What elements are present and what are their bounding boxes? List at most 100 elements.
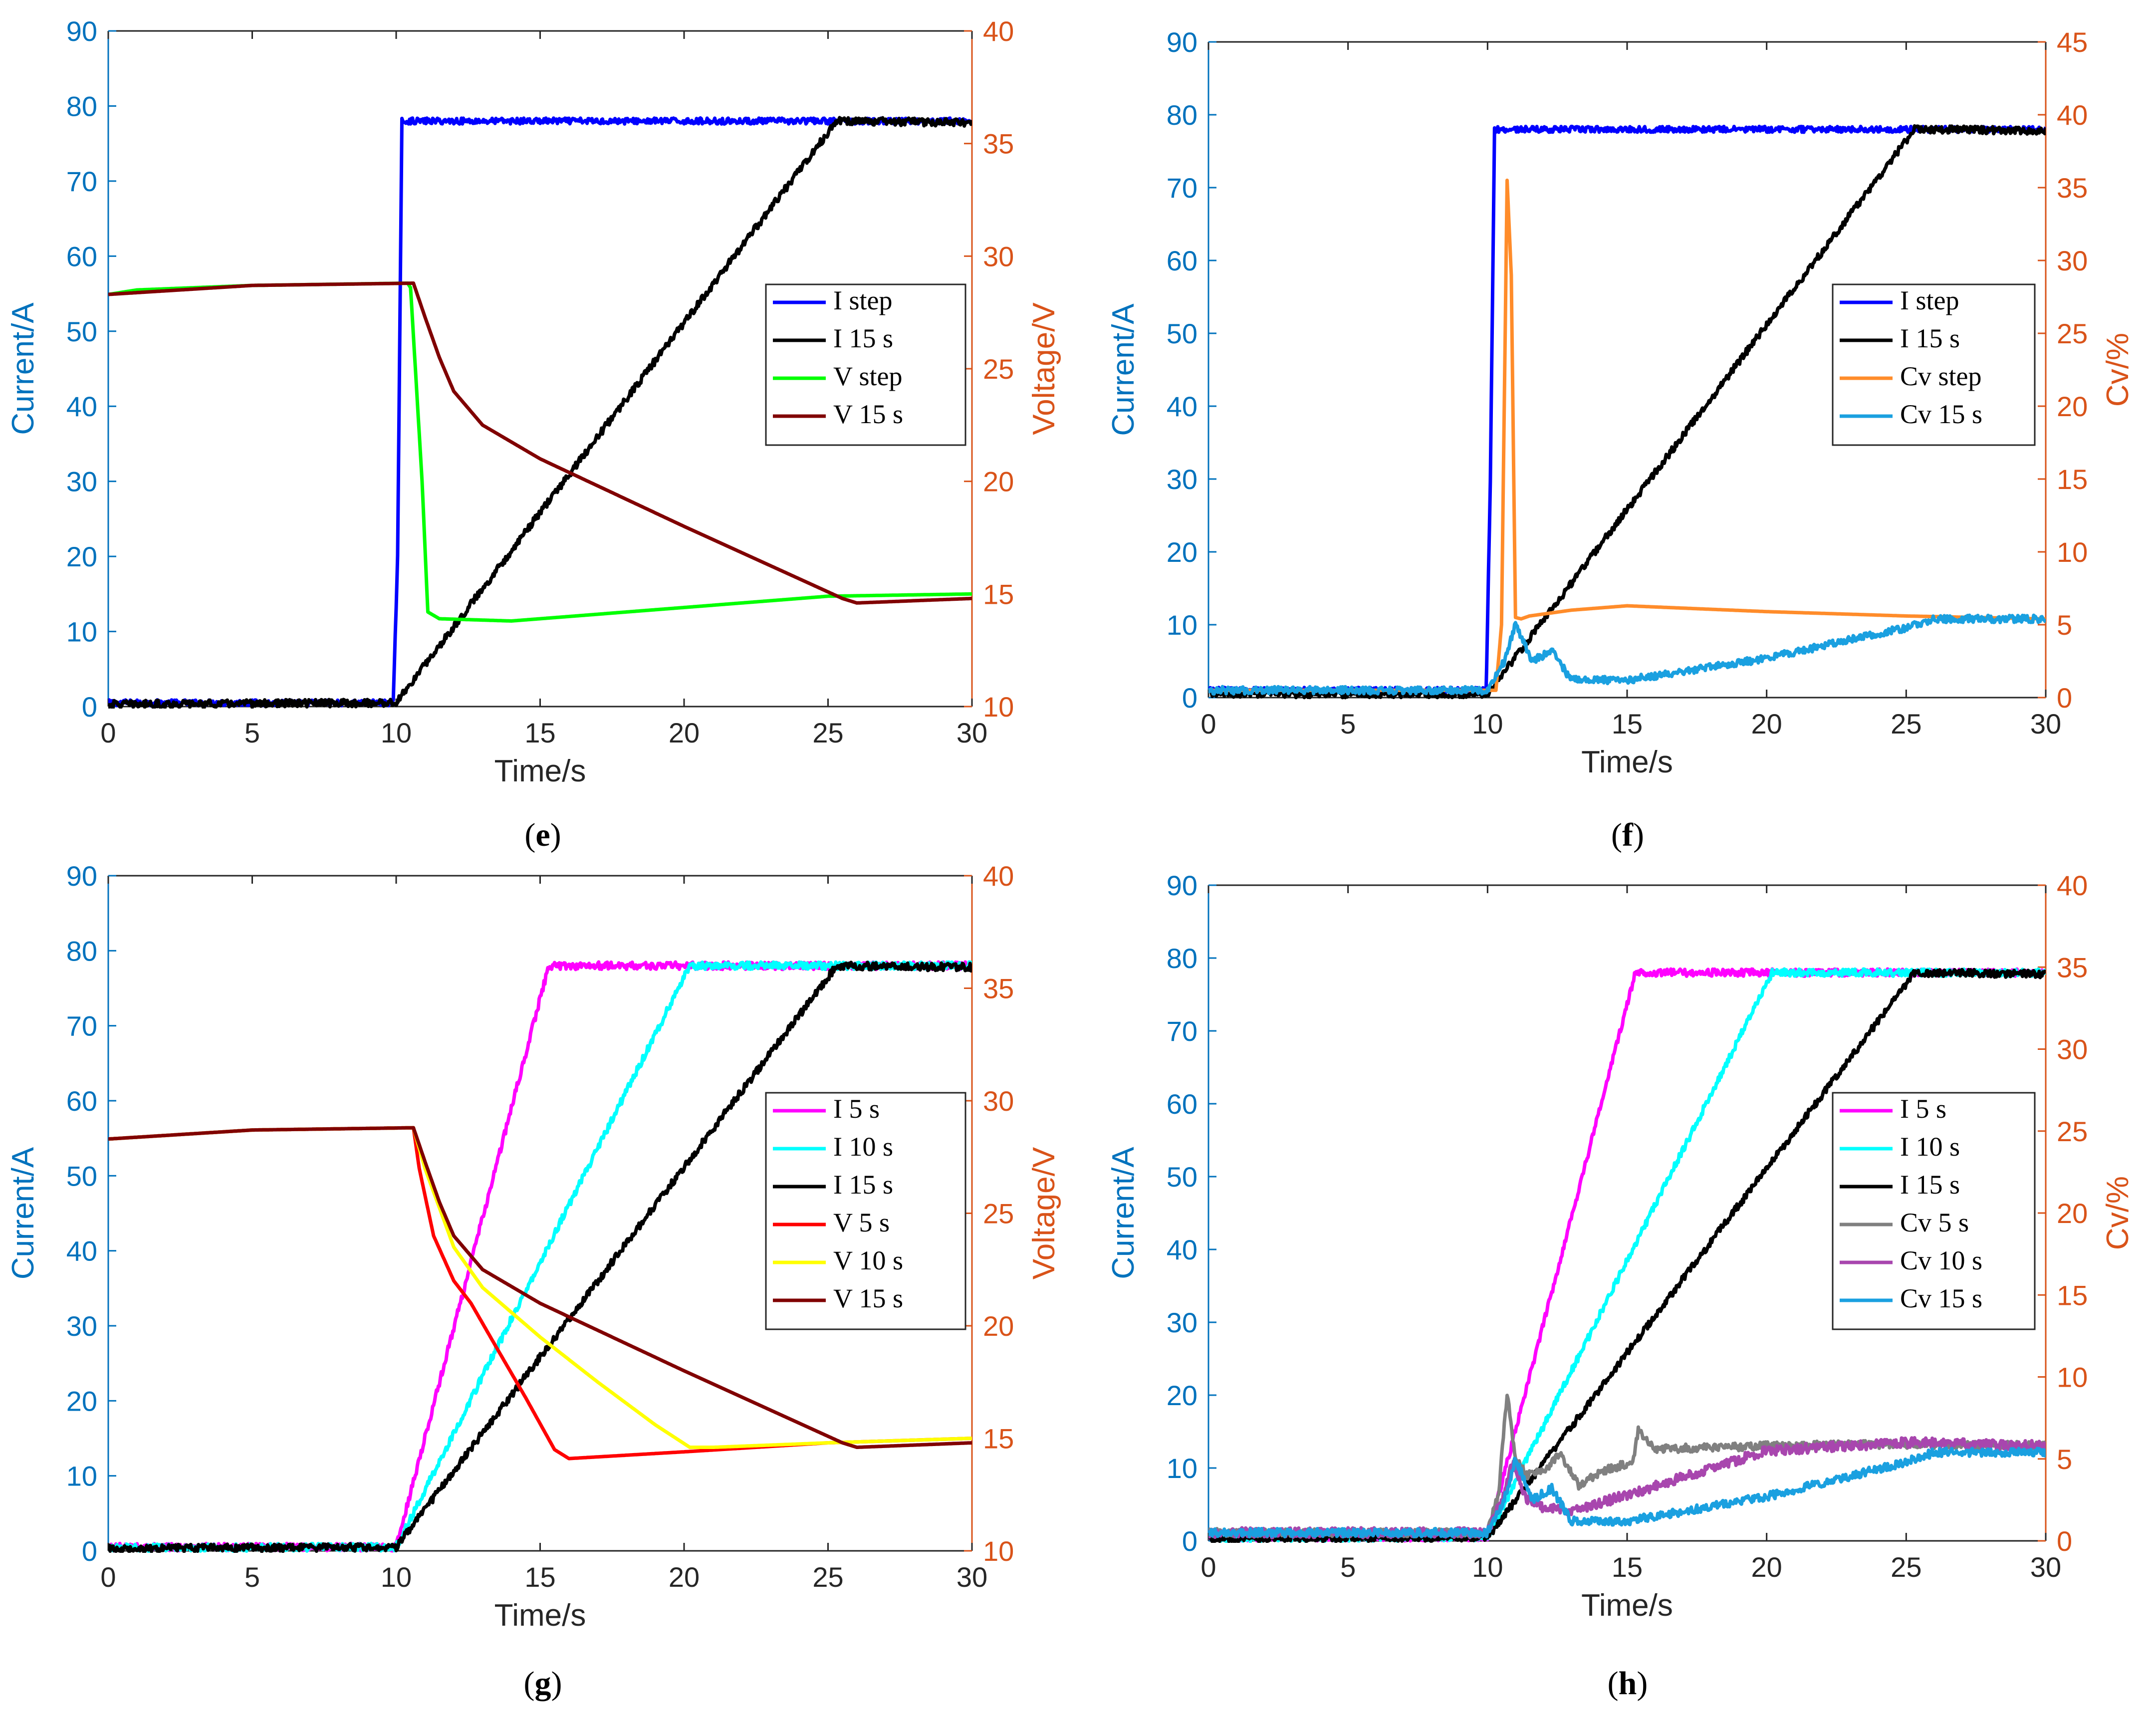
legend-box (1832, 1092, 2036, 1330)
legend-entry: I 5 s (833, 1094, 880, 1124)
x-tick-label: 15 (1612, 708, 1643, 739)
chart-panel-g: 0 5 10 15 20 25 30 0 10 20 30 40 50 60 70 80 90 10 15 20 25 3… (6, 860, 1061, 1702)
y-right-tick-label: 10 (2057, 536, 2088, 568)
legend-entry: Cv step (1900, 361, 1982, 391)
y-right-tick-label: 20 (983, 466, 1014, 497)
y-right-axis-label: Voltage/V (1027, 302, 1061, 435)
legend-entry: I 10 s (833, 1132, 893, 1162)
series-line-cv-15-s (1208, 613, 2046, 696)
y-left-tick-label: 90 (1167, 26, 1198, 58)
y-right-tick-label: 20 (2057, 1198, 2088, 1229)
x-axis-label: Time/s (1581, 745, 1673, 779)
legend-entry: I 15 s (833, 323, 893, 353)
chart-panel-e: 0 5 10 15 20 25 30 0 10 20 30 40 50 60 70 80 90 10 15 20 25 3… (6, 15, 1061, 853)
y-left-tick-label: 10 (66, 616, 97, 648)
y-left-tick-label: 70 (1167, 1015, 1198, 1047)
y-left-tick-label: 10 (1167, 609, 1198, 641)
y-left-tick-label: 10 (1167, 1453, 1198, 1484)
y-left-tick-label: 80 (1167, 99, 1198, 131)
series-line-v-15-s (108, 1126, 972, 1449)
series-line-cv-10-s (1208, 1436, 2046, 1539)
legend-entry: V 5 s (833, 1208, 890, 1237)
y-left-axis-label: Current/A (6, 302, 40, 435)
y-left-tick-label: 30 (66, 1310, 97, 1342)
y-right-tick-label: 25 (983, 1198, 1014, 1229)
x-tick-label: 30 (2030, 1551, 2061, 1583)
y-left-tick-label: 40 (1167, 1234, 1198, 1265)
x-tick-label: 30 (957, 1561, 987, 1593)
y-left-tick-label: 0 (1182, 1525, 1198, 1557)
legend-entry: I 15 s (833, 1170, 893, 1200)
y-left-tick-label: 30 (1167, 464, 1198, 495)
legend-entry: Cv 10 s (1900, 1245, 1982, 1275)
legend-box (1832, 283, 2036, 446)
y-left-tick-label: 60 (1167, 245, 1198, 276)
chart-panel-f: 0 5 10 15 20 25 300102030405060708090051015202… (1106, 26, 2135, 853)
x-tick-label: 15 (524, 1561, 555, 1593)
panel-label: (g) (524, 1665, 562, 1702)
y-left-tick-label: 70 (66, 166, 97, 197)
y-right-axis-label: Cv/% (2101, 1176, 2135, 1250)
y-left-tick-label: 30 (66, 466, 97, 497)
y-left-tick-label: 50 (1167, 318, 1198, 349)
legend-entry: I 15 s (1900, 1170, 1960, 1200)
legend-entry: Cv 15 s (1900, 1283, 1982, 1313)
y-right-tick-label: 45 (2057, 26, 2088, 58)
y-right-tick-label: 40 (2057, 870, 2088, 901)
y-right-tick-label: 20 (2057, 391, 2088, 422)
panel-letter: e (535, 817, 550, 853)
x-tick-label: 0 (1200, 1551, 1216, 1583)
x-tick-label: 0 (100, 717, 116, 748)
y-left-axis-label: Current/A (6, 1147, 40, 1279)
y-right-tick-label: 35 (983, 128, 1014, 160)
x-tick-label: 5 (1340, 1551, 1356, 1583)
x-axis-label: Time/s (1581, 1588, 1673, 1623)
y-right-tick-label: 35 (983, 973, 1014, 1004)
y-left-tick-label: 60 (66, 241, 97, 272)
y-left-tick-label: 50 (1167, 1161, 1198, 1193)
y-right-tick-label: 30 (2057, 245, 2088, 276)
x-tick-label: 5 (244, 717, 260, 748)
x-tick-label: 10 (381, 717, 412, 748)
y-left-tick-label: 30 (1167, 1307, 1198, 1338)
panel-label: (e) (524, 817, 561, 853)
y-left-tick-label: 20 (1167, 1380, 1198, 1411)
y-left-tick-label: 40 (66, 1235, 97, 1267)
y-left-tick-label: 0 (82, 691, 97, 723)
legend-entry: Cv 15 s (1900, 399, 1982, 429)
y-left-tick-label: 10 (66, 1461, 97, 1492)
y-left-tick-label: 60 (1167, 1088, 1198, 1120)
y-left-tick-label: 20 (1167, 536, 1198, 568)
chart-panel-h: 0 5 10 15 20 25 300102030405060708090051015202… (1106, 870, 2135, 1702)
legend-box (765, 283, 966, 446)
y-right-tick-label: 25 (2057, 318, 2088, 349)
legend-entry: I 10 s (1900, 1132, 1960, 1162)
panel-label: (h) (1608, 1665, 1648, 1702)
y-right-tick-label: 35 (2057, 172, 2088, 204)
y-right-tick-label: 25 (983, 353, 1014, 385)
series-line-v-15-s (108, 281, 972, 605)
y-right-tick-label: 5 (2057, 609, 2072, 641)
y-right-tick-label: 40 (983, 15, 1014, 47)
y-right-tick-label: 40 (983, 860, 1014, 892)
y-left-axis-label: Current/A (1106, 1147, 1141, 1279)
panel-letter: f (1622, 817, 1634, 853)
y-left-tick-label: 40 (1167, 391, 1198, 422)
x-tick-label: 30 (957, 717, 987, 748)
x-tick-label: 15 (524, 717, 555, 748)
y-left-tick-label: 90 (66, 860, 97, 892)
y-right-tick-label: 15 (983, 1423, 1014, 1455)
x-tick-label: 30 (2030, 708, 2061, 739)
x-tick-label: 25 (812, 1561, 843, 1593)
legend-entry: V step (833, 361, 903, 391)
y-left-tick-label: 80 (1167, 943, 1198, 974)
y-left-tick-label: 90 (66, 15, 97, 47)
y-right-tick-label: 35 (2057, 952, 2088, 983)
x-tick-label: 0 (100, 1561, 116, 1593)
legend-entry: Cv 5 s (1900, 1208, 1969, 1237)
series-line-cv-15-s (1208, 1446, 2046, 1539)
x-tick-label: 10 (381, 1561, 412, 1593)
panel-letter: g (535, 1665, 551, 1702)
y-left-tick-label: 20 (66, 541, 97, 572)
